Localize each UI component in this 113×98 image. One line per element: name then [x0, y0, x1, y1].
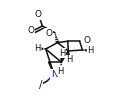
Text: H: H: [59, 49, 65, 58]
Text: H: H: [57, 67, 63, 76]
Text: H: H: [87, 46, 93, 55]
Text: N: N: [50, 70, 57, 79]
Text: H: H: [33, 44, 40, 53]
Text: O: O: [45, 29, 52, 38]
Text: H: H: [65, 55, 72, 64]
Polygon shape: [67, 51, 69, 58]
Text: O: O: [35, 10, 41, 19]
Text: /: /: [38, 80, 42, 90]
Polygon shape: [60, 55, 62, 62]
Text: O: O: [82, 36, 89, 45]
Text: O: O: [27, 26, 34, 35]
